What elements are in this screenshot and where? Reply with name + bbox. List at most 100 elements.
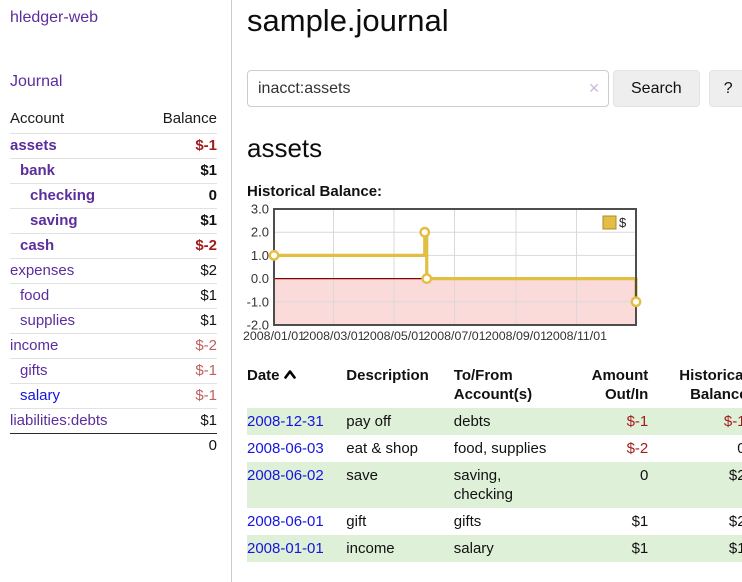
account-balance: $2 xyxy=(143,258,217,284)
svg-text:2008/05/01: 2008/05/01 xyxy=(363,329,425,343)
accounts-header-balance: Balance xyxy=(162,110,217,127)
account-balance: $-2 xyxy=(143,233,217,259)
account-link[interactable]: salary xyxy=(20,387,61,404)
transaction-amount: $-2 xyxy=(626,440,649,457)
sidebar-nav: Journal xyxy=(10,72,217,92)
account-balance: $1 xyxy=(143,158,217,184)
svg-text:-2.0: -2.0 xyxy=(247,318,269,333)
account-row: food $1 xyxy=(10,283,217,309)
svg-text:-1.0: -1.0 xyxy=(247,294,269,309)
search-input-wrap: ✕ xyxy=(247,70,609,107)
transaction-balance: $2 xyxy=(728,467,742,484)
accounts-table: Account Balance assets $-1 bank $1 check… xyxy=(10,108,217,458)
account-row: expenses $2 xyxy=(10,258,217,284)
account-link[interactable]: bank xyxy=(20,162,56,179)
account-link[interactable]: food xyxy=(20,287,50,304)
account-balance: $1 xyxy=(143,283,217,309)
transaction-date-link[interactable]: 2008-01-01 xyxy=(247,540,324,557)
register-header-row: Date Description To/From Account(s) Amou… xyxy=(247,361,742,408)
register-table-body: 2008-12-31 pay off debts $-1 $-1 2008-06… xyxy=(247,408,742,562)
account-link[interactable]: checking xyxy=(30,187,96,204)
transaction-description: save xyxy=(346,467,378,484)
account-balance: 0 xyxy=(143,183,217,209)
account-link[interactable]: gifts xyxy=(20,362,48,379)
svg-text:2.0: 2.0 xyxy=(251,225,269,240)
account-link[interactable]: cash xyxy=(20,237,55,254)
transaction-amount: $1 xyxy=(631,513,649,530)
register-row: 2008-06-01 gift gifts $1 $2 xyxy=(247,508,742,535)
page-title: sample.journal xyxy=(247,3,449,38)
chart-title: Historical Balance: xyxy=(247,183,383,200)
account-balance: $-1 xyxy=(143,383,217,409)
app-title-link[interactable]: hledger-web xyxy=(10,9,99,26)
register-header-accounts[interactable]: To/From Account(s) xyxy=(453,367,533,403)
sidebar: hledger-web Journal Account Balance asse… xyxy=(0,0,232,582)
account-link[interactable]: supplies xyxy=(20,312,76,329)
account-row: liabilities:debts $1 xyxy=(10,408,217,434)
transaction-description: gift xyxy=(346,513,367,530)
register-header-description[interactable]: Description xyxy=(346,367,429,384)
account-link[interactable]: saving xyxy=(30,212,78,229)
transaction-date-link[interactable]: 2008-12-31 xyxy=(247,413,324,430)
svg-text:2008/11/01: 2008/11/01 xyxy=(546,329,607,343)
register-row: 2008-01-01 income salary $1 $1 xyxy=(247,535,742,562)
transaction-date-link[interactable]: 2008-06-02 xyxy=(247,467,324,484)
transaction-accounts: food, supplies xyxy=(453,440,547,457)
account-heading: assets xyxy=(247,133,323,163)
register-header-amount[interactable]: Amount Out/In xyxy=(591,367,649,403)
account-row: cash $-2 xyxy=(10,233,217,259)
account-link[interactable]: income xyxy=(10,337,59,354)
sidebar-item-journal[interactable]: Journal xyxy=(10,73,63,90)
accounts-total-row: 0 xyxy=(10,433,217,458)
account-row: saving $1 xyxy=(10,208,217,234)
balance-chart: $3.0 2.0 1.0 0.0 -1.0 -2.02008/01/012008/03/0… xyxy=(243,202,642,343)
svg-text:0.0: 0.0 xyxy=(251,271,269,286)
svg-text:2008/07/01: 2008/07/01 xyxy=(423,329,485,343)
svg-text:2008/03/01: 2008/03/01 xyxy=(302,329,364,343)
account-row: assets $-1 xyxy=(10,133,217,159)
clear-search-icon[interactable]: ✕ xyxy=(588,80,600,96)
transaction-description: pay off xyxy=(346,413,392,430)
accounts-total-value: 0 xyxy=(143,433,217,458)
svg-text:2008/01/01: 2008/01/01 xyxy=(243,329,305,343)
help-button[interactable]: ? xyxy=(708,70,742,107)
accounts-header-account: Account xyxy=(10,110,65,127)
account-balance: $-1 xyxy=(143,358,217,384)
account-row: salary $-1 xyxy=(10,383,217,409)
transaction-balance: $1 xyxy=(728,540,742,557)
account-balance: $-2 xyxy=(143,333,217,359)
svg-text:1.0: 1.0 xyxy=(251,248,269,263)
account-balance: $1 xyxy=(143,408,217,434)
transaction-date-link[interactable]: 2008-06-01 xyxy=(247,513,324,530)
account-link[interactable]: expenses xyxy=(10,262,75,279)
register-header-date[interactable]: Date xyxy=(247,361,346,408)
svg-text:2008/09/01: 2008/09/01 xyxy=(485,329,547,343)
account-link[interactable]: assets xyxy=(10,137,57,154)
search-button[interactable]: Search xyxy=(613,70,700,107)
transaction-balance: $-1 xyxy=(723,413,742,430)
account-balance: $-1 xyxy=(143,133,217,159)
register-table: Date Description To/From Account(s) Amou… xyxy=(247,361,742,562)
register-row: 2008-06-02 save saving, checking 0 $2 xyxy=(247,462,742,508)
transaction-accounts: saving, checking xyxy=(453,467,513,503)
transaction-balance: 0 xyxy=(737,440,742,457)
transaction-description: eat & shop xyxy=(346,440,419,457)
accounts-table-body: assets $-1 bank $1 checking 0 saving $1 … xyxy=(10,133,217,434)
transaction-accounts: salary xyxy=(453,540,494,557)
account-balance: $1 xyxy=(143,208,217,234)
search-input[interactable] xyxy=(247,70,609,107)
sort-ascending-icon xyxy=(283,366,296,385)
account-link[interactable]: liabilities:debts xyxy=(10,412,108,429)
search-form: ✕ Search ? xyxy=(247,70,742,107)
register-row: 2008-12-31 pay off debts $-1 $-1 xyxy=(247,408,742,435)
transaction-accounts: gifts xyxy=(453,513,482,530)
main-content: sample.journal ✕ Search ? assets Histori… xyxy=(232,0,742,582)
transaction-date-link[interactable]: 2008-06-03 xyxy=(247,440,324,457)
svg-text:$: $ xyxy=(619,215,627,230)
transaction-accounts: debts xyxy=(453,413,491,430)
register-header-balance[interactable]: Historical Balance xyxy=(679,367,742,403)
transaction-amount: $1 xyxy=(631,540,649,557)
transaction-balance: $2 xyxy=(728,513,742,530)
account-balance: $1 xyxy=(143,308,217,334)
account-row: income $-2 xyxy=(10,333,217,359)
